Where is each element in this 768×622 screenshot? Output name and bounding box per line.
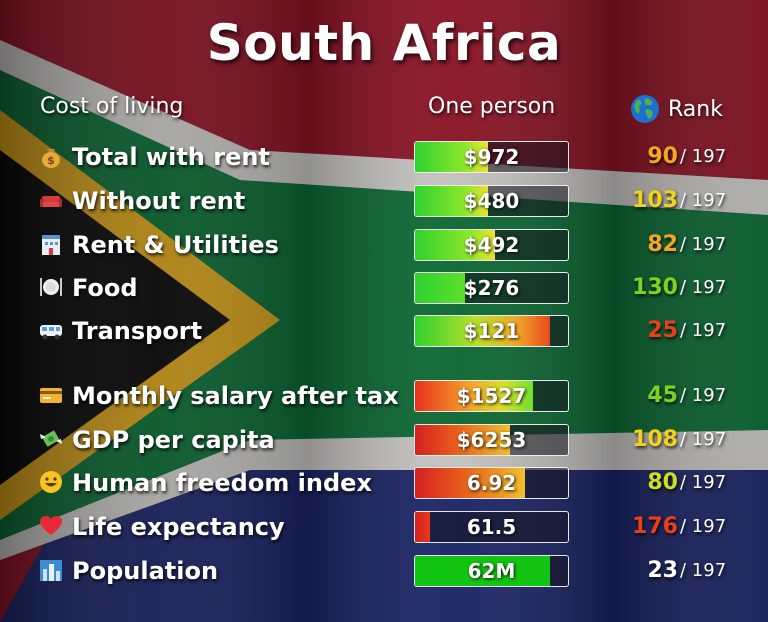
stat-value: $6253 bbox=[456, 428, 527, 452]
minibus-icon bbox=[38, 317, 64, 343]
money-bag-icon: $ bbox=[38, 143, 64, 169]
rank-value: 45 bbox=[647, 383, 678, 408]
value-bar-fill bbox=[415, 556, 550, 586]
stat-row: Population 62M 23/ 197 bbox=[0, 554, 768, 588]
value-bar-fill bbox=[415, 468, 526, 498]
value-bar: $972 bbox=[414, 141, 569, 173]
stat-value: $492 bbox=[463, 233, 520, 257]
stat-row: Food $276 130/ 197 bbox=[0, 271, 768, 305]
stat-value: $121 bbox=[463, 319, 520, 343]
svg-text:$: $ bbox=[47, 154, 55, 167]
stat-label: Food bbox=[72, 274, 138, 302]
rank-total: / 197 bbox=[680, 472, 727, 493]
rank-value: 103 bbox=[632, 188, 678, 213]
value-bar: 62M bbox=[414, 555, 569, 587]
city-icon bbox=[38, 557, 64, 583]
stat-value: $972 bbox=[463, 145, 520, 169]
rank-value: 82 bbox=[647, 232, 678, 257]
stat-label: Population bbox=[72, 557, 219, 585]
value-bar: $492 bbox=[414, 229, 569, 261]
stat-row: Transport $121 25/ 197 bbox=[0, 314, 768, 348]
smiley-icon bbox=[38, 469, 64, 495]
value-bar: $121 bbox=[414, 315, 569, 347]
fork-knife-icon bbox=[38, 274, 64, 300]
globe-icon bbox=[631, 95, 659, 123]
value-bar-fill bbox=[415, 512, 431, 542]
value-bar-fill bbox=[415, 316, 550, 346]
stat-value: 6.92 bbox=[466, 471, 517, 495]
header-rank-label: Rank bbox=[668, 96, 723, 122]
rank-total: / 197 bbox=[680, 234, 727, 255]
stat-value: $1527 bbox=[456, 384, 527, 408]
rank-total: / 197 bbox=[680, 320, 727, 341]
value-bar-fill bbox=[415, 381, 533, 411]
stat-value: 62M bbox=[467, 559, 516, 583]
stat-value: $276 bbox=[463, 276, 520, 300]
rank-value: 108 bbox=[632, 427, 678, 452]
stat-row: Human freedom index 6.92 80/ 197 bbox=[0, 466, 768, 500]
value-bar-fill bbox=[415, 273, 466, 303]
rank-value: 80 bbox=[647, 470, 678, 495]
money-wings-icon bbox=[38, 426, 64, 452]
value-bar-fill bbox=[415, 186, 489, 216]
stat-label: GDP per capita bbox=[72, 426, 275, 454]
rank-total: / 197 bbox=[680, 560, 727, 581]
stat-value: $480 bbox=[463, 189, 520, 213]
stat-label: Rent & Utilities bbox=[72, 231, 279, 259]
rank-value: 176 bbox=[632, 514, 678, 539]
stat-label: Human freedom index bbox=[72, 469, 372, 497]
rank-total: / 197 bbox=[680, 277, 727, 298]
value-bar: $480 bbox=[414, 185, 569, 217]
rank-total: / 197 bbox=[680, 385, 727, 406]
value-bar-fill bbox=[415, 230, 495, 260]
rank-total: / 197 bbox=[680, 146, 727, 167]
stat-row: $ Total with rent $972 90/ 197 bbox=[0, 140, 768, 174]
header-cost-of-living: Cost of living bbox=[40, 94, 184, 119]
sofa-icon bbox=[38, 187, 64, 213]
stat-row: GDP per capita $6253 108/ 197 bbox=[0, 423, 768, 457]
stat-row: Monthly salary after tax $1527 45/ 197 bbox=[0, 379, 768, 413]
value-bar: $1527 bbox=[414, 380, 569, 412]
stat-row: Life expectancy 61.5 176/ 197 bbox=[0, 510, 768, 544]
heart-icon bbox=[38, 513, 64, 539]
stat-label: Total with rent bbox=[72, 143, 270, 171]
header-rank: Rank bbox=[630, 94, 723, 124]
stat-label: Without rent bbox=[72, 187, 246, 215]
stat-label: Transport bbox=[72, 317, 203, 345]
credit-card-icon bbox=[38, 382, 64, 408]
stat-label: Monthly salary after tax bbox=[72, 382, 399, 410]
value-bar: $6253 bbox=[414, 424, 569, 456]
stat-label: Life expectancy bbox=[72, 513, 285, 541]
stat-row: Without rent $480 103/ 197 bbox=[0, 184, 768, 218]
rank-value: 130 bbox=[632, 275, 678, 300]
rank-value: 23 bbox=[647, 558, 678, 583]
header-one-person: One person bbox=[428, 94, 556, 119]
value-bar-fill bbox=[415, 142, 489, 172]
stat-row: Rent & Utilities $492 82/ 197 bbox=[0, 228, 768, 262]
value-bar: 61.5 bbox=[414, 511, 569, 543]
value-bar-fill bbox=[415, 425, 510, 455]
rank-value: 25 bbox=[647, 318, 678, 343]
rank-total: / 197 bbox=[680, 190, 727, 211]
rank-value: 90 bbox=[647, 144, 678, 169]
value-bar: $276 bbox=[414, 272, 569, 304]
page-title: South Africa bbox=[206, 14, 562, 72]
hotel-icon bbox=[38, 231, 64, 257]
rank-total: / 197 bbox=[680, 516, 727, 537]
value-bar: 6.92 bbox=[414, 467, 569, 499]
rank-total: / 197 bbox=[680, 429, 727, 450]
stat-value: 61.5 bbox=[466, 515, 517, 539]
